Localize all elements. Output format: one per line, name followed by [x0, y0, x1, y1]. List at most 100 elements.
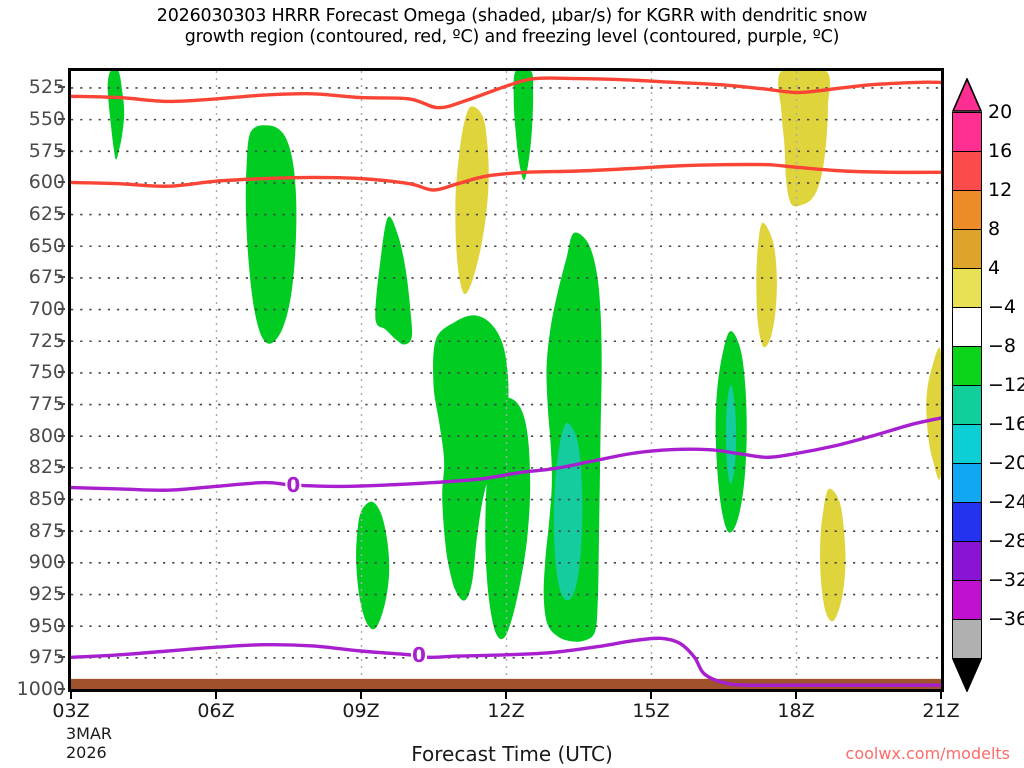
colorbar-label-neg16: −16	[988, 413, 1024, 435]
x-axis: 03Z 06Z 09Z 12Z 15Z 18Z 21Z	[52, 692, 960, 732]
y-axis-label-875: 875	[28, 519, 65, 542]
colorbar-segment-neg20	[952, 463, 982, 504]
y-axis-tick-650	[58, 244, 65, 247]
chart-title-line2: growth region (contoured, red, ºC) and f…	[184, 27, 840, 47]
shaded-region-yellow-18z-large	[778, 71, 830, 207]
colorbar-label-12: 12	[988, 179, 1013, 201]
contour-label-mask-freezing-level-lower	[411, 643, 427, 666]
colorbar-label-neg8: −8	[988, 335, 1017, 357]
colorbar-label-neg24: −24	[988, 491, 1024, 513]
contour-freezing-level-lower	[71, 636, 941, 688]
x-axis-tick-18Z	[795, 692, 797, 699]
colorbar-segment-neg12	[952, 385, 982, 426]
colorbar-label-20: 20	[988, 101, 1013, 123]
shaded-region-green-main-mid	[433, 315, 509, 601]
shaded-region-yellow-21z-edge	[926, 347, 941, 480]
y-axis-tick-525	[58, 86, 65, 89]
colorbar-label-neg20: −20	[988, 452, 1024, 474]
x-axis-label-09Z: 09Z	[342, 700, 380, 722]
shaded-region-green-07z-midlevel	[245, 125, 297, 344]
y-axis-tick-875	[58, 529, 65, 532]
y-axis-tick-600	[58, 181, 65, 184]
y-axis-label-600: 600	[28, 171, 65, 194]
shaded-region-yellow-17z-lower	[756, 222, 777, 348]
y-axis-tick-900	[58, 561, 65, 564]
shaded-region-green-11z-column	[485, 396, 531, 640]
date-stamp: 3MAR 2026	[66, 724, 112, 762]
colorbar-segment-16	[952, 151, 982, 192]
date-stamp-line1: 3MAR	[66, 724, 113, 743]
contour-freezing-level-upper	[71, 416, 941, 492]
x-axis-tick-06Z	[215, 692, 217, 699]
y-axis-tick-725	[58, 339, 65, 342]
y-axis-label-800: 800	[28, 424, 65, 447]
shaded-region-yellow-19z-oval	[820, 488, 846, 622]
shaded-region-green-04z-upper	[107, 71, 125, 160]
contour-label-mask-freezing-level-upper	[285, 474, 302, 497]
y-axis-label-725: 725	[28, 329, 65, 352]
colorbar-segment-20	[952, 112, 982, 153]
chart-title: 2026030303 HRRR Forecast Omega (shaded, …	[0, 6, 1024, 48]
y-axis-tick-800	[58, 434, 65, 437]
y-axis-label-650: 650	[28, 234, 65, 257]
y-axis-label-925: 925	[28, 583, 65, 606]
x-axis-title: Forecast Time (UTC)	[411, 742, 613, 766]
y-axis-tick-575	[58, 149, 65, 152]
shaded-region-green-10z-spike	[375, 216, 413, 345]
y-axis-tick-750	[58, 371, 65, 374]
colorbar-segment-neg4	[952, 307, 982, 348]
y-axis-label-900: 900	[28, 551, 65, 574]
y-axis-tick-675	[58, 276, 65, 279]
y-axis-label-1000: 1000	[16, 678, 65, 700]
y-axis-tick-1000	[58, 688, 65, 690]
colorbar-segment-neg28	[952, 541, 982, 582]
colorbar-segment-neg32	[952, 580, 982, 621]
colorbar-label-neg36: −36	[988, 608, 1024, 630]
colorbar-label-16: 16	[988, 140, 1013, 162]
contour-lines: 00	[71, 76, 941, 688]
colorbar-segment-neg36	[952, 619, 982, 660]
colorbar-label-4: 4	[988, 257, 1001, 279]
colorbar-segment-neg16	[952, 424, 982, 465]
y-axis-label-975: 975	[28, 646, 65, 669]
y-axis: 525 550 575 600 625 650 675 700 725 750 775 800 825 8…	[0, 68, 65, 700]
y-axis-label-625: 625	[28, 203, 65, 226]
colorbar-segment-neg24	[952, 502, 982, 543]
colorbar: 20 16 12 8 4 −4 −8 −12 −16 −20 −24 −28 −32 −36	[951, 77, 1024, 693]
contour-label-freezing-level-lower: 0	[412, 643, 426, 667]
x-axis-tick-03Z	[70, 692, 72, 699]
shaded-regions	[107, 71, 941, 642]
y-axis-tick-775	[58, 403, 65, 406]
x-axis-tick-12Z	[505, 692, 507, 699]
colorbar-label-8: 8	[988, 218, 1001, 240]
credit-watermark: coolwx.com/modelts	[845, 744, 1010, 763]
y-axis-label-825: 825	[28, 456, 65, 479]
plot-content: 00	[71, 71, 941, 689]
y-axis-label-550: 550	[28, 108, 65, 131]
colorbar-label-neg4: −4	[988, 296, 1017, 318]
y-axis-label-700: 700	[28, 298, 65, 321]
y-axis-label-950: 950	[28, 614, 65, 637]
x-axis-label-18Z: 18Z	[777, 700, 815, 722]
y-axis-label-850: 850	[28, 488, 65, 511]
shaded-region-green-12z-narrow	[356, 501, 390, 630]
colorbar-segment-8	[952, 229, 982, 270]
y-axis-tick-700	[58, 308, 65, 311]
colorbar-segment-12	[952, 190, 982, 231]
y-axis-label-575: 575	[28, 139, 65, 162]
terrain-band	[71, 678, 941, 689]
y-axis-label-775: 775	[28, 393, 65, 416]
x-axis-label-15Z: 15Z	[632, 700, 670, 722]
shaded-region-green-12z-top-spike	[513, 71, 534, 180]
gridlines	[71, 71, 941, 689]
date-stamp-line2: 2026	[66, 743, 107, 762]
colorbar-segment-4	[952, 268, 982, 309]
contour-dendritic-snow-growth-lower	[71, 162, 941, 192]
y-axis-label-675: 675	[28, 266, 65, 289]
colorbar-arrow-down	[951, 658, 983, 693]
y-axis-tick-950	[58, 624, 65, 627]
contour-label-freezing-level-upper: 0	[286, 473, 300, 497]
